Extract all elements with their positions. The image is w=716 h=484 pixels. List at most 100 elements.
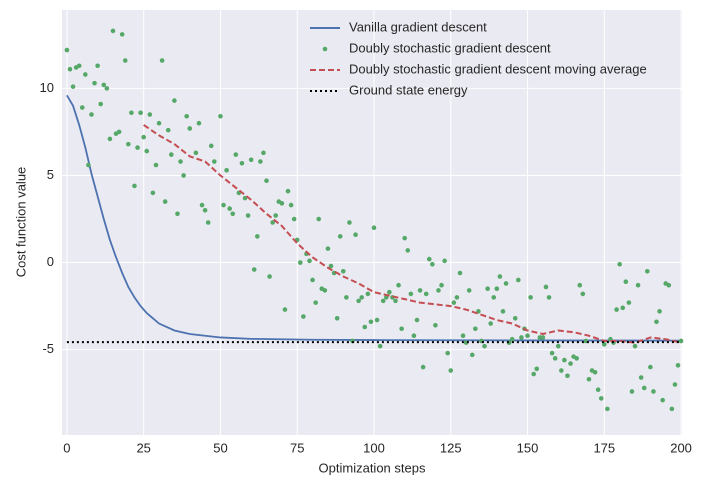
scatter-point: [675, 363, 681, 368]
scatter-point: [83, 72, 88, 77]
scatter-point: [516, 277, 521, 283]
legend-label: Doubly stochastic gradient descent: [349, 40, 551, 55]
scatter-point: [399, 326, 404, 332]
scatter-point: [270, 220, 275, 225]
scatter-point: [408, 291, 414, 297]
plot-area: [62, 10, 682, 435]
scatter-point: [129, 110, 134, 116]
scatter-point: [666, 282, 672, 288]
scatter-point: [337, 234, 343, 239]
scatter-point: [371, 225, 377, 231]
scatter-point: [224, 167, 229, 173]
scatter-point: [531, 371, 536, 377]
scatter-point: [138, 110, 143, 116]
scatter-point: [598, 396, 604, 401]
scatter-point: [466, 288, 472, 293]
scatter-point: [377, 343, 383, 349]
scatter-point: [641, 385, 647, 391]
scatter-point: [89, 112, 94, 117]
scatter-point: [411, 333, 417, 339]
scatter-point: [261, 150, 266, 156]
scatter-point: [162, 199, 168, 204]
scatter-point: [322, 288, 328, 293]
scatter-point: [543, 284, 549, 290]
scatter-point: [632, 343, 638, 349]
scatter-point: [285, 188, 291, 194]
scatter-point: [156, 120, 162, 126]
scatter-point: [574, 356, 579, 361]
scatter-point: [273, 213, 279, 218]
scatter-point: [95, 63, 100, 69]
scatter-point: [70, 84, 76, 89]
y-tick-label: 10: [40, 80, 54, 95]
scatter-point: [635, 282, 641, 288]
scatter-point: [568, 361, 573, 366]
scatter-point: [442, 258, 447, 264]
scatter-point: [577, 282, 583, 288]
scatter-point: [592, 369, 598, 375]
scatter-point: [629, 389, 635, 394]
legend-marker: [322, 46, 328, 52]
x-tick-label: 175: [593, 440, 615, 455]
x-tick-label: 25: [136, 440, 150, 455]
scatter-point: [79, 105, 85, 110]
scatter-point: [380, 298, 386, 304]
scatter-point: [344, 295, 349, 300]
scatter-point: [359, 295, 365, 300]
scatter-point: [76, 63, 82, 69]
scatter-point: [135, 145, 140, 150]
scatter-point: [282, 307, 288, 312]
scatter-point: [497, 274, 503, 279]
scatter-point: [623, 279, 629, 285]
scatter-point: [595, 387, 601, 393]
scatter-point: [488, 321, 493, 326]
scatter-point: [193, 150, 199, 156]
scatter-point: [451, 300, 457, 305]
scatter-point: [159, 58, 165, 63]
scatter-point: [436, 288, 441, 293]
y-tick-label: -5: [42, 341, 54, 356]
scatter-point: [340, 268, 346, 274]
scatter-point: [500, 309, 506, 314]
scatter-point: [374, 317, 380, 323]
scatter-point: [150, 190, 156, 196]
scatter-point: [122, 58, 128, 63]
scatter-point: [417, 288, 423, 293]
scatter-point: [132, 183, 137, 189]
scatter-point: [264, 178, 269, 183]
scatter-point: [414, 317, 420, 323]
scatter-point: [181, 173, 186, 178]
scatter-point: [430, 262, 435, 267]
scatter-point: [141, 134, 146, 140]
scatter-point: [64, 47, 70, 53]
scatter-point: [678, 338, 684, 344]
scatter-point: [494, 286, 500, 291]
y-tick-label: 5: [47, 167, 54, 182]
scatter-point: [396, 282, 401, 288]
scatter-point: [126, 141, 131, 147]
scatter-point: [534, 366, 540, 372]
scatter-point: [202, 208, 208, 213]
scatter-point: [178, 159, 183, 164]
scatter-point: [307, 258, 312, 264]
scatter-point: [383, 295, 389, 300]
scatter-point: [405, 248, 411, 253]
scatter-point: [445, 350, 450, 356]
scatter-point: [208, 143, 214, 149]
scatter-point: [562, 357, 567, 363]
scatter-point: [221, 202, 226, 208]
scatter-point: [672, 382, 678, 387]
legend-label: Vanilla gradient descent: [349, 19, 487, 34]
scatter-point: [448, 368, 454, 373]
scatter-point: [457, 270, 463, 276]
scatter-point: [110, 28, 116, 34]
scatter-point: [519, 335, 524, 340]
scatter-point: [368, 319, 374, 325]
scatter-point: [153, 162, 159, 168]
scatter-point: [644, 268, 650, 274]
x-tick-label: 100: [363, 440, 385, 455]
scatter-point: [301, 314, 306, 319]
scatter-point: [165, 127, 171, 133]
scatter-point: [328, 263, 334, 269]
